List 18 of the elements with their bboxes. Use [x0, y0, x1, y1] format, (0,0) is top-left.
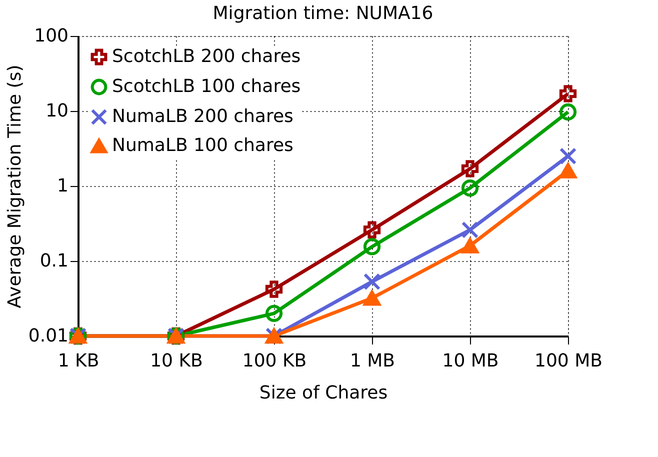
x-tick-label: 10 KB: [150, 350, 203, 372]
legend-label: NumaLB 100 chares: [112, 135, 294, 156]
y-tick-label: 0.01: [28, 326, 68, 346]
legend-label: ScotchLB 100 chares: [112, 76, 301, 97]
x-tick-label: 1 KB: [58, 350, 100, 372]
x-tick-label: 100 MB: [534, 350, 602, 372]
chart-title: Migration time: NUMA16: [212, 3, 434, 24]
y-tick-label: 0.1: [40, 250, 68, 272]
x-tick-label: 100 KB: [242, 350, 307, 372]
x-tick-label: 10 MB: [442, 350, 499, 372]
y-tick-label: 1: [57, 176, 68, 196]
x-tick-label: 1 MB: [350, 350, 396, 372]
x-axis-title: Size of Chares: [259, 382, 388, 404]
legend-label: NumaLB 200 chares: [112, 106, 294, 127]
y-tick-label: 10: [46, 100, 68, 122]
legend-label: ScotchLB 200 chares: [112, 46, 301, 67]
y-axis-title: Average Migration Time (s): [4, 64, 26, 308]
y-tick-label: 100: [34, 26, 68, 46]
